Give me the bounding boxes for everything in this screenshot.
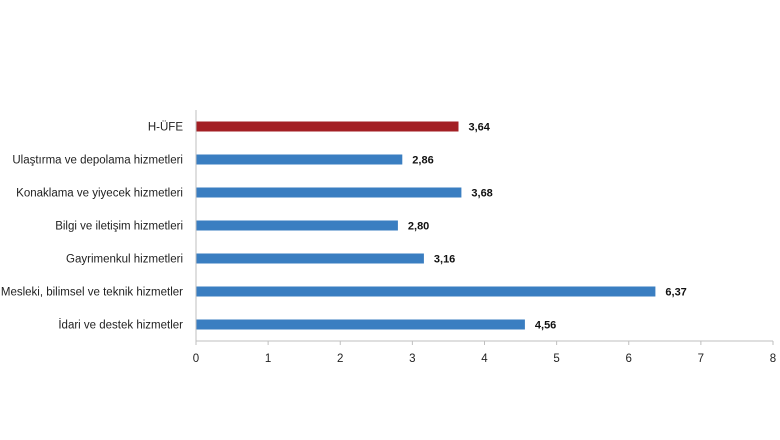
value-label: 2,86 — [412, 155, 433, 167]
value-label: 4,56 — [535, 320, 556, 332]
bars-group — [196, 121, 656, 330]
value-label: 3,68 — [471, 188, 492, 200]
bar-3 — [196, 187, 462, 198]
bar-6 — [196, 286, 656, 297]
value-labels: 3,64 2,86 3,68 2,80 3,16 6,37 4,56 — [408, 122, 687, 332]
bar-2 — [196, 154, 403, 165]
x-tick-label: 1 — [265, 353, 271, 365]
value-label: 3,16 — [434, 254, 455, 266]
x-tick-label: 4 — [481, 353, 488, 365]
category-label: Ulaştırma ve depolama hizmetleri — [12, 155, 183, 167]
value-label: 3,64 — [469, 122, 491, 134]
category-label: Konaklama ve yiyecek hizmetleri — [16, 188, 183, 200]
category-labels: H-ÜFE Ulaştırma ve depolama hizmetleri Kon… — [1, 122, 183, 332]
category-label: Bilgi ve iletişim hizmetleri — [55, 221, 183, 233]
value-label: 2,80 — [408, 221, 429, 233]
bar-1 — [196, 121, 459, 132]
category-label: H-ÜFE — [148, 122, 183, 134]
category-label: İdari ve destek hizmetler — [58, 319, 183, 332]
x-tick-label: 0 — [193, 353, 199, 365]
category-label: Gayrimenkul hizmetleri — [66, 254, 183, 266]
x-tick-label: 7 — [698, 353, 704, 365]
x-tick-label: 8 — [770, 353, 776, 365]
bar-7 — [196, 319, 525, 330]
x-tick-label: 2 — [337, 353, 343, 365]
x-tick-label: 3 — [409, 353, 415, 365]
bar-5 — [196, 253, 424, 264]
category-label: Mesleki, bilimsel ve teknik hizmetler — [1, 287, 183, 299]
x-tick-label: 6 — [626, 353, 632, 365]
value-label: 6,37 — [665, 287, 686, 299]
x-tick-label: 5 — [553, 353, 559, 365]
x-axis-ticks: 0 1 2 3 4 5 6 7 8 — [193, 341, 776, 365]
bar-4 — [196, 220, 398, 231]
